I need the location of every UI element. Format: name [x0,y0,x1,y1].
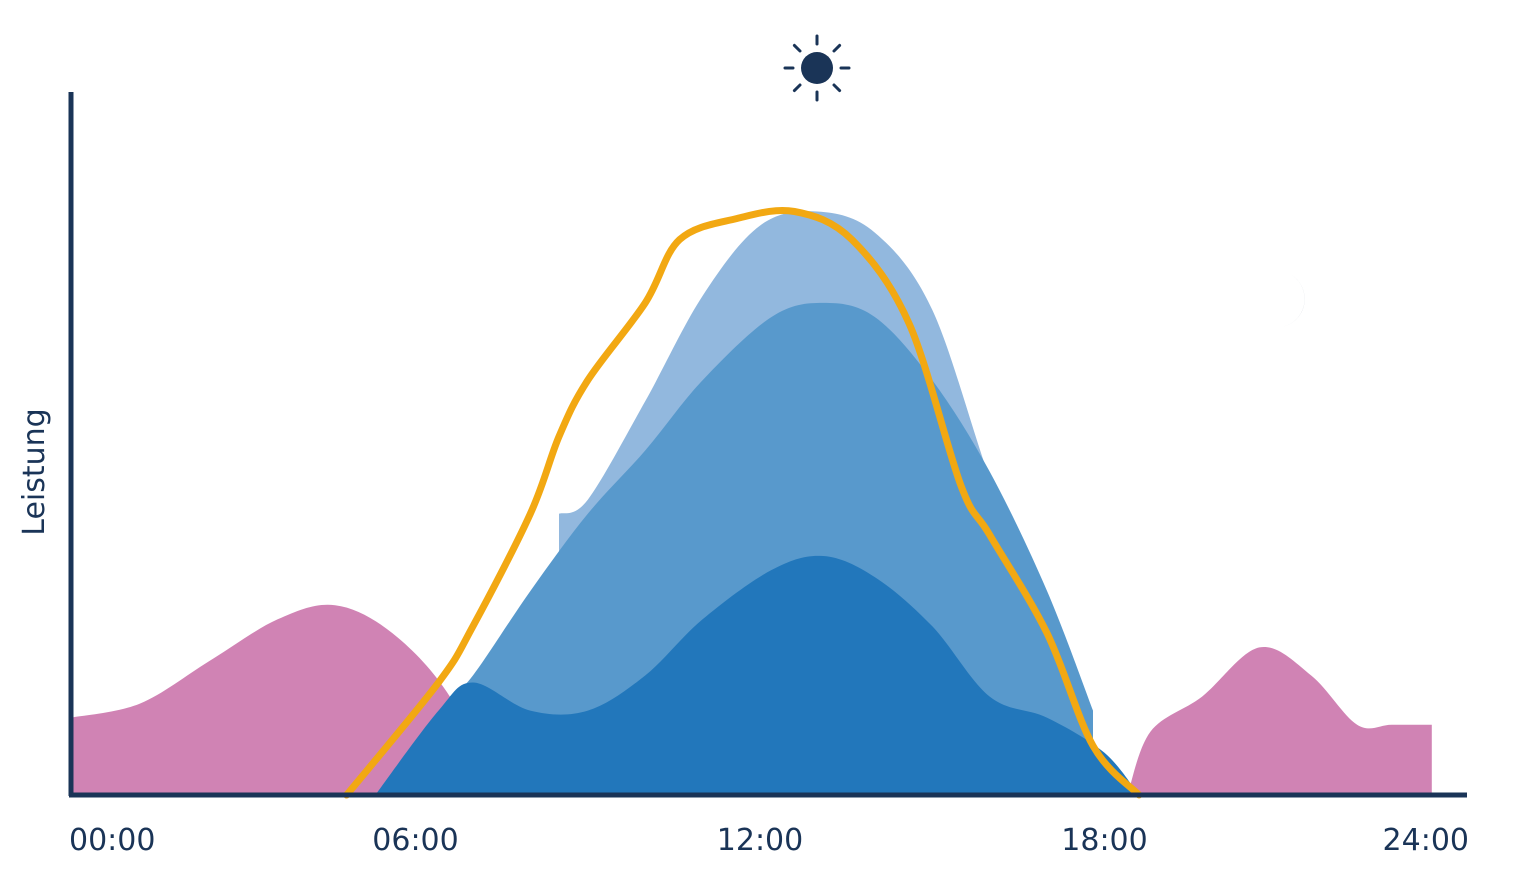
y-axis-title: Leistung [17,408,52,535]
x-tick-label: 00:00 [69,823,155,858]
x-tick-labels: 00:00 06:00 12:00 18:00 24:00 [69,823,1469,858]
x-tick-label: 06:00 [372,823,458,858]
area-layer_dark [375,555,1139,795]
x-tick-label: 18:00 [1061,823,1147,858]
x-tick-label: 24:00 [1383,823,1469,858]
outline-line [343,206,1143,799]
x-tick-label: 12:00 [717,823,803,858]
sun-icon [783,34,851,102]
moon-icon [1262,274,1305,328]
area-consumption_evening [1127,646,1432,795]
moon-icon [261,274,304,328]
outline-layer [343,206,1143,799]
area-layers [71,211,1432,796]
